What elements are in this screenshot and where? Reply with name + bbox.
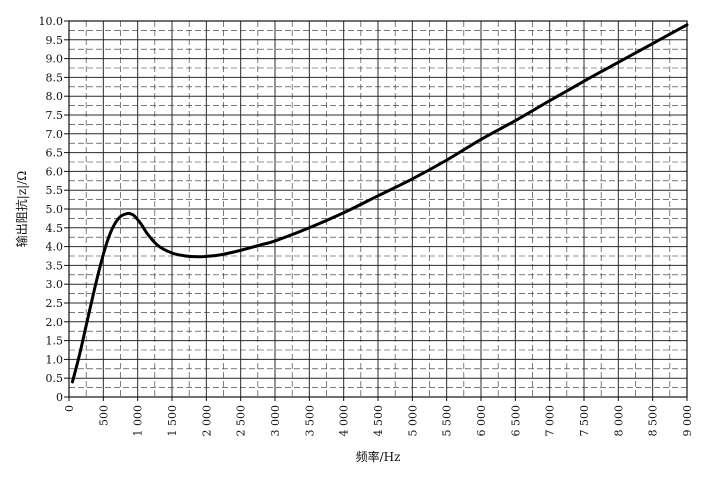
x-tick-label: 3 000: [269, 405, 282, 437]
x-tick-label: 8 500: [647, 405, 660, 437]
x-tick-label: 2 000: [200, 405, 213, 437]
y-axis-title: 输出阻抗|z|/Ω: [14, 171, 29, 247]
y-tick-label: 9.5: [46, 34, 64, 47]
x-tick-label: 1 000: [132, 405, 145, 437]
x-tick-label: 1 500: [166, 405, 179, 437]
y-tick-label: 8.5: [46, 71, 64, 84]
y-tick-label: 4.5: [46, 222, 64, 235]
y-tick-label: 4.0: [46, 241, 64, 254]
x-tick-label: 4 000: [338, 405, 351, 437]
y-tick-label: 5.0: [46, 203, 64, 216]
y-tick-label: 9.0: [46, 53, 64, 66]
y-tick-label: 1.0: [46, 353, 64, 366]
y-tick-label: 8.0: [46, 90, 64, 103]
x-tick-label: 9 000: [681, 405, 694, 437]
x-tick-label: 6 500: [509, 405, 522, 437]
x-tick-label: 7 000: [544, 405, 557, 437]
y-tick-label: 10.0: [39, 15, 64, 28]
x-tick-label: 6 000: [475, 405, 488, 437]
y-tick-label: 2.5: [46, 297, 64, 310]
x-tick-label: 8 000: [612, 405, 625, 437]
y-tick-label: 3.5: [46, 259, 64, 272]
x-tick-label: 7 500: [578, 405, 591, 437]
y-tick-label: 3.0: [46, 278, 64, 291]
y-tick-label: 7.5: [46, 109, 64, 122]
y-tick-label: 2.0: [46, 316, 64, 329]
x-tick-label: 2 500: [235, 405, 248, 437]
y-tick-label: 6.5: [46, 147, 64, 160]
x-tick-label: 5 000: [406, 405, 419, 437]
grid: [68, 20, 688, 398]
x-tick-label: 3 500: [303, 405, 316, 437]
x-tick-label: 500: [97, 405, 110, 426]
y-tick-label: 6.0: [46, 165, 64, 178]
x-axis-title: 频率/Hz: [356, 449, 401, 464]
y-tick-label: 0: [56, 391, 63, 404]
y-tick-label: 1.5: [46, 335, 64, 348]
x-tick-label: 5 500: [441, 405, 454, 437]
y-tick-label: 0.5: [46, 372, 64, 385]
x-tick-label: 0: [63, 405, 76, 412]
series-line: [70, 23, 689, 384]
y-tick-label: 5.5: [46, 184, 64, 197]
y-tick-label: 7.0: [46, 128, 64, 141]
y-axis-ticks: 0 0.5 1.0 1.5 2.0 2.5 3.0 3.5 4.0 4.5 5.0 5.5 6.0 6.5…: [39, 15, 69, 404]
x-tick-label: 4 500: [372, 405, 385, 437]
x-axis-ticks: 0 500 1 000 1 500 2 000 2 500 3 000 3 500 4 000 4…: [63, 397, 694, 437]
